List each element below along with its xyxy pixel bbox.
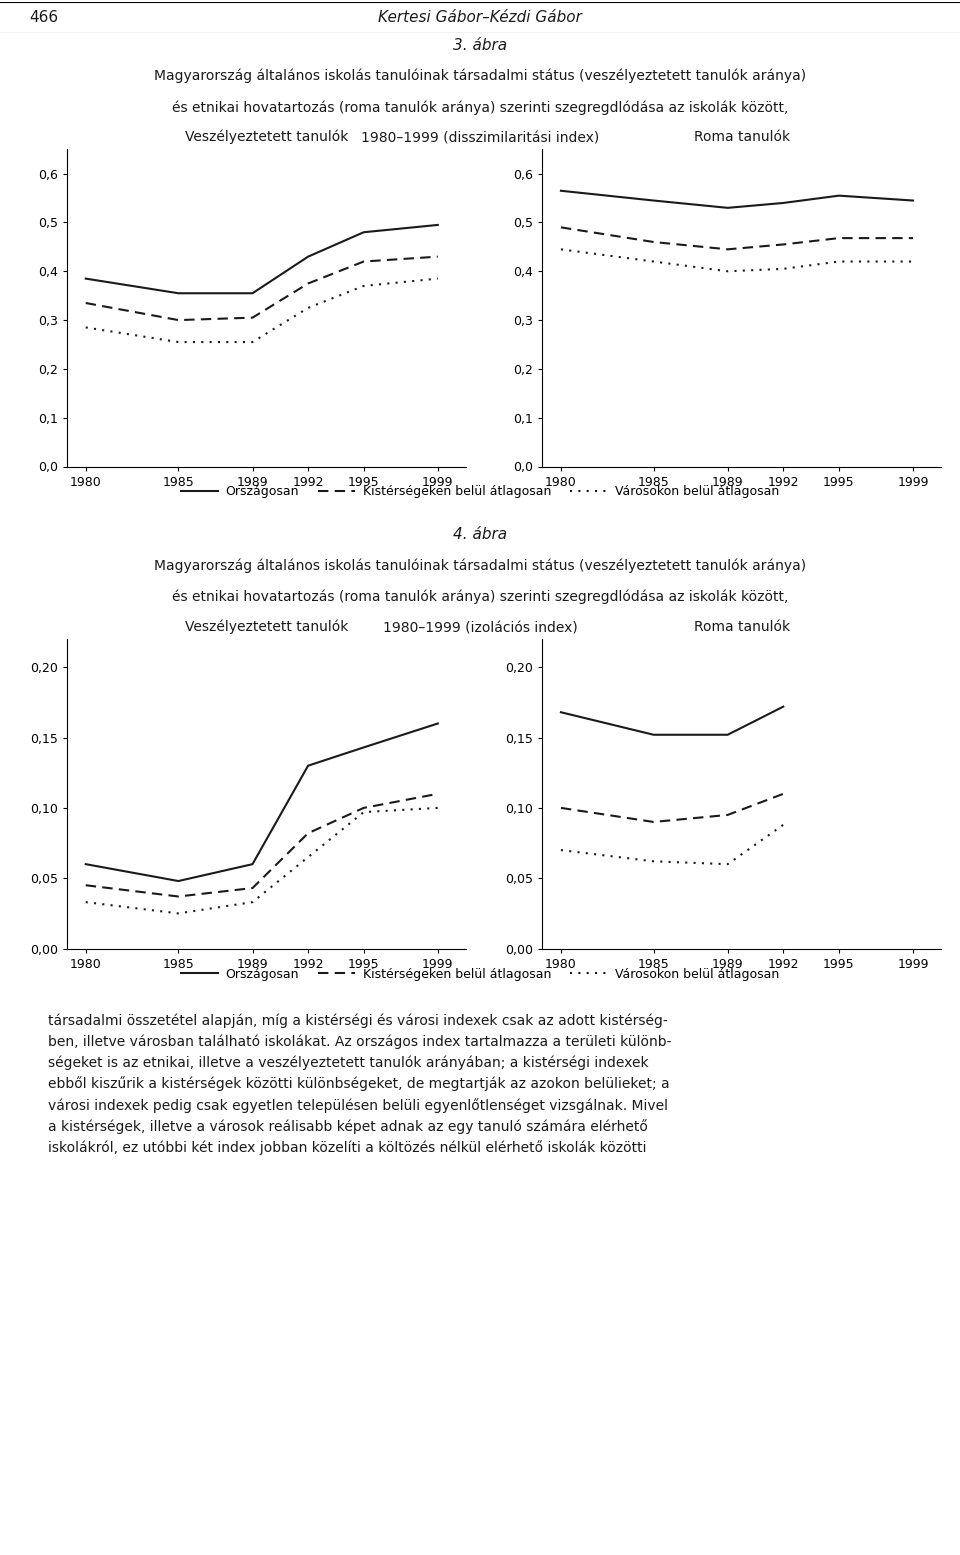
Legend: Országosan, Kistérségeken belül átlagosan, Városokon belül átlagosan: Országosan, Kistérségeken belül átlagosa…	[176, 963, 784, 986]
Text: és etnikai hovatartozás (roma tanulók aránya) szerinti szegregdlódása az iskolák: és etnikai hovatartozás (roma tanulók ar…	[172, 589, 788, 605]
Text: 3. ábra: 3. ábra	[453, 37, 507, 53]
Title: Veszélyeztetett tanulók: Veszélyeztetett tanulók	[184, 129, 348, 145]
Legend: Országosan, Kistérségeken belül átlagosan, Városokon belül átlagosan: Országosan, Kistérségeken belül átlagosa…	[176, 480, 784, 502]
Text: és etnikai hovatartozás (roma tanulók aránya) szerinti szegregdlódása az iskolák: és etnikai hovatartozás (roma tanulók ar…	[172, 100, 788, 115]
Text: 1980–1999 (izolációs index): 1980–1999 (izolációs index)	[383, 622, 577, 636]
Title: Roma tanulók: Roma tanulók	[693, 131, 790, 145]
Text: Magyarország általános iskolás tanulóinak társadalmi státus (veszélyeztetett tan: Magyarország általános iskolás tanulóina…	[154, 558, 806, 572]
Title: Veszélyeztetett tanulók: Veszélyeztetett tanulók	[184, 619, 348, 634]
Text: Magyarország általános iskolás tanulóinak társadalmi státus (veszélyeztetett tan: Magyarország általános iskolás tanulóina…	[154, 68, 806, 82]
Text: 466: 466	[29, 11, 58, 25]
Text: Kertesi Gábor–Kézdi Gábor: Kertesi Gábor–Kézdi Gábor	[378, 11, 582, 25]
Text: 4. ábra: 4. ábra	[453, 527, 507, 543]
Text: társadalmi összetétel alapján, míg a kistérségi és városi indexek csak az adott : társadalmi összetétel alapján, míg a kis…	[48, 1014, 671, 1155]
Text: 1980–1999 (disszimilaritási index): 1980–1999 (disszimilaritási index)	[361, 132, 599, 146]
Title: Roma tanulók: Roma tanulók	[693, 620, 790, 634]
